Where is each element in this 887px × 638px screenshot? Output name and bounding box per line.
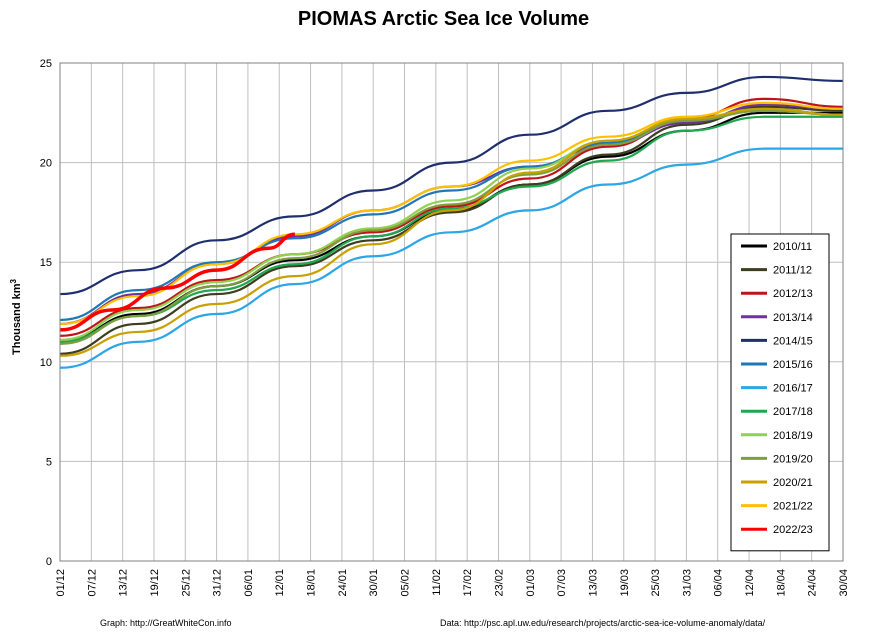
y-tick-label: 15: [40, 257, 52, 269]
legend: 2010/11 2011/12 2012/13 2013/14 2014/15 2015/…: [730, 233, 830, 552]
series-line-2014-15: [59, 75, 844, 296]
legend-entry: 2012/13: [773, 288, 813, 300]
legend-entry: 2018/19: [773, 430, 813, 442]
legend-entry: 2019/20: [773, 453, 813, 465]
x-tick-label: 07/03: [556, 569, 568, 597]
series-line-2013-14: [59, 103, 844, 326]
x-tick-label: 06/01: [243, 569, 255, 597]
legend-entry: 2020/21: [773, 477, 813, 489]
chart-title: PIOMAS Arctic Sea Ice Volume: [297, 8, 590, 30]
x-tick-label: 18/04: [775, 569, 787, 597]
data-credit: Data: http://psc.apl.uw.edu/research/pro…: [440, 618, 766, 628]
x-tick-label: 01/03: [525, 569, 537, 597]
x-tick-label: 24/01: [337, 569, 349, 597]
x-tick-label: 24/04: [807, 569, 819, 597]
y-tick-label: 5: [46, 456, 52, 468]
x-tick-label: 30/04: [838, 569, 850, 597]
x-tick-label: 31/03: [681, 569, 693, 597]
legend-entry: 2022/23: [773, 524, 813, 536]
x-tick-label: 11/02: [431, 569, 443, 596]
series-line-2020-21: [59, 107, 844, 357]
legend-box: [730, 233, 830, 552]
x-tick-label: 23/02: [493, 569, 505, 597]
series-layer: [59, 75, 844, 369]
series-line-2016-17: [59, 147, 843, 369]
x-tick-label: 06/04: [713, 569, 725, 597]
axis-layer: 01/12 07/12 13/12 19/12 25/12 31/12 06/01 12/01…: [40, 58, 850, 597]
legend-entry: 2011/12: [773, 265, 812, 277]
x-tick-label: 25/12: [180, 569, 192, 597]
y-tick-label: 20: [40, 158, 52, 170]
series-line-2017-18: [59, 115, 843, 343]
x-tick-label: 31/12: [212, 569, 224, 597]
series-line-2010-11: [59, 111, 843, 343]
x-tick-label: 19/03: [619, 569, 631, 597]
grid-layer: [59, 62, 844, 562]
y-tick-label: 0: [46, 556, 52, 568]
x-tick-label: 13/03: [587, 569, 599, 597]
legend-entry: 2015/16: [773, 359, 813, 371]
graph-credit: Graph: http://GreatWhiteCon.info: [100, 618, 232, 628]
x-tick-label: 19/12: [149, 569, 161, 597]
legend-entry: 2016/17: [773, 383, 813, 395]
legend-entry: 2021/22: [773, 501, 813, 513]
y-tick-label: 10: [40, 357, 52, 369]
x-tick-label: 17/02: [462, 569, 474, 597]
x-tick-label: 07/12: [86, 569, 98, 597]
x-tick-label: 13/12: [118, 569, 130, 597]
x-tick-label: 01/12: [55, 569, 67, 597]
series-line-2018-19: [59, 109, 844, 341]
x-tick-label: 18/01: [306, 569, 318, 597]
legend-entry: 2013/14: [773, 312, 813, 324]
y-axis-label: Thousand km3: [9, 278, 23, 355]
x-tick-label: 05/02: [400, 569, 412, 597]
legend-entry: 2014/15: [773, 335, 813, 347]
series-line-2021-22: [59, 101, 844, 326]
series-line-2019-20: [59, 109, 844, 345]
plot-border: [59, 62, 844, 562]
x-tick-label: 12/04: [744, 569, 756, 597]
legend-entry: 2010/11: [773, 241, 812, 253]
series-line-2015-16: [59, 107, 844, 322]
x-tick-label: 12/01: [274, 569, 286, 597]
y-tick-label: 25: [40, 58, 52, 70]
x-tick-label: 30/01: [368, 569, 380, 597]
series-line-2011-12: [59, 105, 844, 355]
legend-entry: 2017/18: [773, 406, 813, 418]
series-line-2022-23: [59, 232, 296, 332]
x-tick-label: 25/03: [650, 569, 662, 597]
